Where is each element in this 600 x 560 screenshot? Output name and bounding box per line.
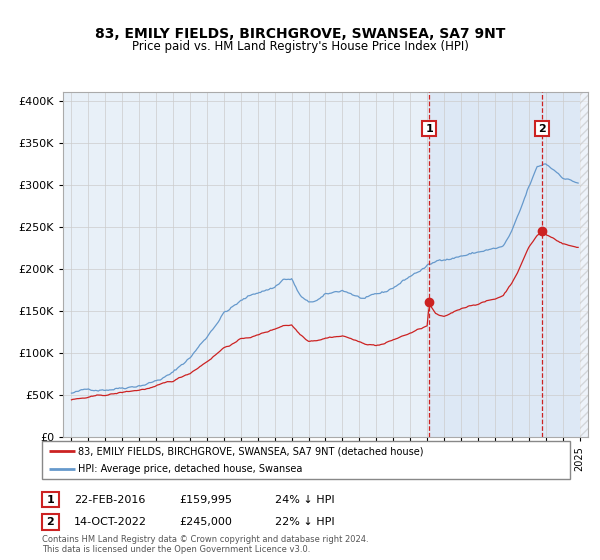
Text: £245,000: £245,000	[179, 517, 232, 527]
Text: £159,995: £159,995	[179, 494, 232, 505]
Text: HPI: Average price, detached house, Swansea: HPI: Average price, detached house, Swan…	[78, 464, 302, 474]
Text: 83, EMILY FIELDS, BIRCHGROVE, SWANSEA, SA7 9NT (detached house): 83, EMILY FIELDS, BIRCHGROVE, SWANSEA, S…	[78, 446, 424, 456]
Text: 14-OCT-2022: 14-OCT-2022	[74, 517, 147, 527]
Text: 22-FEB-2016: 22-FEB-2016	[74, 494, 145, 505]
Text: 83, EMILY FIELDS, BIRCHGROVE, SWANSEA, SA7 9NT: 83, EMILY FIELDS, BIRCHGROVE, SWANSEA, S…	[95, 27, 505, 41]
Text: Contains HM Land Registry data © Crown copyright and database right 2024.
This d: Contains HM Land Registry data © Crown c…	[42, 535, 368, 554]
Text: 1: 1	[425, 124, 433, 134]
Bar	[429, 92, 588, 437]
Text: 2: 2	[538, 124, 546, 134]
Text: 1: 1	[47, 494, 54, 505]
Text: 2: 2	[47, 517, 54, 527]
Text: 24% ↓ HPI: 24% ↓ HPI	[275, 494, 334, 505]
Text: 22% ↓ HPI: 22% ↓ HPI	[275, 517, 334, 527]
Text: Price paid vs. HM Land Registry's House Price Index (HPI): Price paid vs. HM Land Registry's House …	[131, 40, 469, 53]
